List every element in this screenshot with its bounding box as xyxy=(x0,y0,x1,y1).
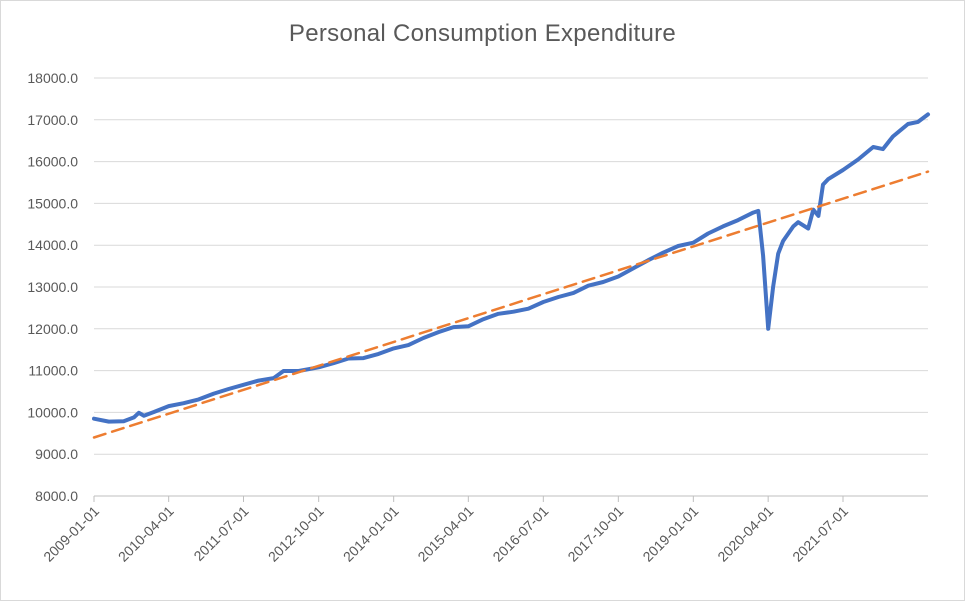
y-tick-label: 18000.0 xyxy=(27,70,78,86)
pce-series-line xyxy=(92,112,930,424)
y-tick-label: 10000.0 xyxy=(27,404,78,420)
y-tick-label: 17000.0 xyxy=(27,112,78,128)
y-tick-label: 11000.0 xyxy=(28,363,78,379)
x-tick-label: 2010-04-01 xyxy=(115,503,177,565)
x-tick-label: 2015-04-01 xyxy=(414,503,476,565)
x-tick-label: 2020-04-01 xyxy=(714,503,776,565)
y-tick-label: 14000.0 xyxy=(27,237,78,253)
x-tick-label: 2011-07-01 xyxy=(190,503,251,564)
x-tick-label: 2019-01-01 xyxy=(639,503,701,565)
x-tick-label: 2014-01-01 xyxy=(340,503,402,565)
x-tick-label: 2016-07-01 xyxy=(489,503,551,565)
x-tick-label: 2009-01-01 xyxy=(40,503,102,565)
y-tick-label: 13000.0 xyxy=(27,279,78,295)
x-tick-label: 2021-07-01 xyxy=(789,503,851,565)
y-tick-label: 9000.0 xyxy=(35,446,78,462)
y-tick-label: 8000.0 xyxy=(35,488,78,504)
trendline xyxy=(92,170,930,439)
y-tick-label: 15000.0 xyxy=(27,195,78,211)
chart-title: Personal Consumption Expenditure xyxy=(288,20,677,47)
y-tick-label: 12000.0 xyxy=(27,321,78,337)
y-tick-label: 16000.0 xyxy=(27,154,78,170)
x-tick-label: 2017-10-01 xyxy=(564,503,626,565)
x-tick-label: 2012-10-01 xyxy=(265,503,327,565)
